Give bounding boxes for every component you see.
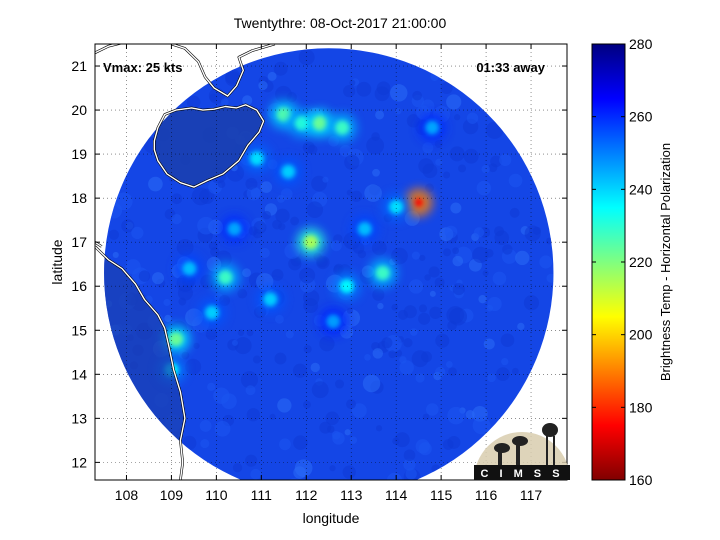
colorbar-tick-label: 260 (629, 109, 653, 125)
feature-core (335, 120, 350, 135)
y-tick-label: 20 (71, 102, 87, 118)
logo-text: C I M S S (480, 468, 563, 480)
x-tick-label: 111 (251, 487, 272, 503)
y-tick-label: 16 (71, 278, 87, 294)
feature-core (218, 270, 233, 285)
y-axis-label: latitude (49, 239, 65, 284)
feature-core (276, 107, 291, 122)
x-tick-label: 116 (475, 487, 498, 503)
feature-core (227, 221, 242, 236)
x-tick-label: 112 (295, 487, 318, 503)
colorbar-tick-label: 180 (629, 399, 653, 415)
colorbar-tick-label: 240 (629, 181, 653, 197)
feature-core (249, 151, 264, 166)
feature-core (168, 332, 183, 347)
feature-core (339, 279, 354, 294)
cimss-logo: C I M S S (474, 423, 570, 480)
feature-core (425, 120, 440, 135)
feature-core (294, 116, 309, 131)
x-tick-label: 113 (340, 487, 363, 503)
colorbar-label: Brightness Temp - Horizontal Polarizatio… (658, 143, 673, 381)
x-tick-label: 110 (205, 487, 228, 503)
x-tick-label: 108 (115, 487, 139, 503)
y-tick-label: 13 (71, 410, 87, 426)
y-tick-label: 12 (71, 454, 87, 470)
feature-core (326, 314, 341, 329)
colorbar-tick-label: 200 (629, 327, 653, 343)
time-away-label: 01:33 away (476, 60, 545, 75)
colorbar-tick-label: 280 (629, 36, 653, 52)
feature-core (303, 235, 318, 250)
convective-features (157, 100, 447, 384)
axis-ticks: 108 109 110 111 112 113 114 115 116 117 12 13 14 15 16… (71, 44, 567, 503)
feature-core (263, 292, 278, 307)
y-tick-label: 17 (71, 234, 87, 250)
axes-frame (94, 43, 568, 481)
colorbar (591, 43, 626, 481)
coastlines (95, 44, 276, 480)
y-tick-label: 18 (71, 190, 87, 206)
x-axis-label: longitude (303, 510, 360, 526)
y-tick-label: 21 (71, 58, 87, 74)
vmax-label: Vmax: 25 kts (103, 60, 183, 75)
x-tick-label: 117 (520, 487, 543, 503)
feature-core (312, 116, 327, 131)
feature-core (281, 164, 296, 179)
colorbar-tick-label: 220 (629, 254, 653, 270)
feature-core (414, 198, 423, 207)
chart-title: Twentythre: 08-Oct-2017 21:00:00 (234, 15, 447, 31)
x-tick-label: 115 (430, 487, 453, 503)
feature-core (204, 305, 219, 320)
colorbar-ticks: 160 180 200 220 240 260 280 (592, 36, 653, 488)
hainan-island (154, 104, 264, 188)
feature-core (357, 221, 372, 236)
map-layer (95, 44, 567, 480)
feature-core (389, 199, 404, 214)
feature-core (182, 261, 197, 276)
y-tick-label: 19 (71, 146, 87, 162)
x-tick-label: 114 (385, 487, 408, 503)
y-tick-label: 15 (71, 322, 87, 338)
colorbar-tick-label: 160 (629, 472, 653, 488)
y-tick-label: 14 (71, 366, 87, 382)
feature-core (375, 266, 390, 281)
x-tick-label: 109 (160, 487, 184, 503)
